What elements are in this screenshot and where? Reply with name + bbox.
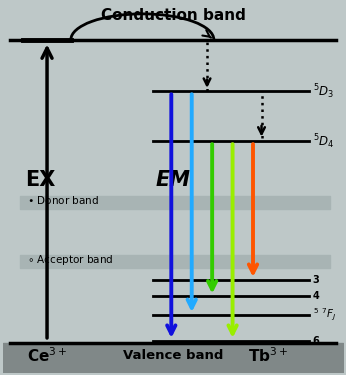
Text: $\bullet$ Donor band: $\bullet$ Donor band [27,194,99,206]
Text: Ce$^{3+}$: Ce$^{3+}$ [27,346,67,365]
Text: $^5D_4$: $^5D_4$ [312,132,334,151]
Text: Tb$^{3+}$: Tb$^{3+}$ [248,346,288,365]
Text: 4: 4 [312,291,319,302]
Text: EM: EM [155,170,191,190]
Text: EX: EX [25,170,55,190]
Text: 3: 3 [312,275,319,285]
Text: $^5\ ^7F_J$: $^5\ ^7F_J$ [312,307,336,323]
Text: $\circ$ Acceptor band: $\circ$ Acceptor band [27,252,113,267]
Text: Valence band: Valence band [123,349,223,362]
Text: 6: 6 [312,336,319,346]
Text: Conduction band: Conduction band [101,8,245,23]
Text: $^5D_3$: $^5D_3$ [312,82,334,101]
